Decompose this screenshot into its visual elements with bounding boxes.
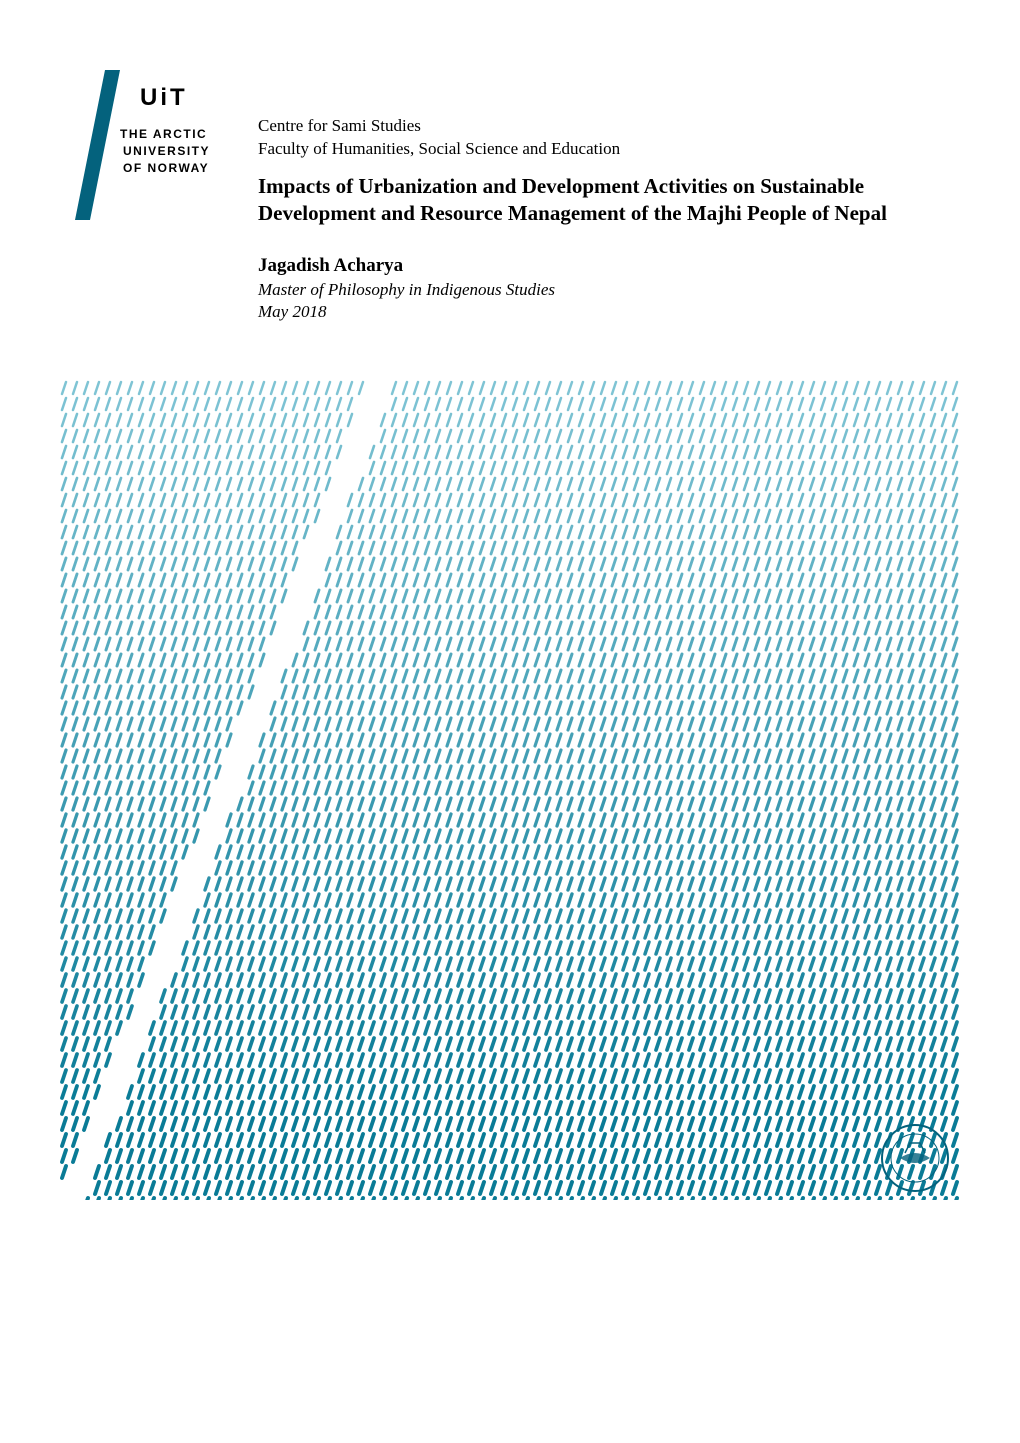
- affiliation-text: Centre for Sami Studies Faculty of Human…: [258, 115, 958, 161]
- decorative-pattern: [60, 380, 960, 1200]
- header-block: Centre for Sami Studies Faculty of Human…: [258, 115, 958, 322]
- university-seal: [880, 1123, 950, 1193]
- date-line: May 2018: [258, 302, 958, 322]
- logo-line2: UNIVERSITY: [123, 144, 210, 158]
- logo-line1: THE ARCTIC: [120, 127, 207, 141]
- document-title: Impacts of Urbanization and Development …: [258, 173, 958, 228]
- logo-primary-text: UiT: [140, 84, 188, 111]
- document-page: UiT THE ARCTIC UNIVERSITY OF NORWAY Cent…: [0, 0, 1020, 1443]
- degree-line: Master of Philosophy in Indigenous Studi…: [258, 279, 958, 301]
- author-name: Jagadish Acharya: [258, 255, 958, 277]
- university-logo: UiT THE ARCTIC UNIVERSITY OF NORWAY: [75, 70, 225, 225]
- uit-logo-svg: UiT THE ARCTIC UNIVERSITY OF NORWAY: [75, 70, 215, 220]
- logo-line3: OF NORWAY: [123, 161, 209, 175]
- affiliation-line2: Faculty of Humanities, Social Science an…: [258, 139, 620, 158]
- affiliation-line1: Centre for Sami Studies: [258, 116, 421, 135]
